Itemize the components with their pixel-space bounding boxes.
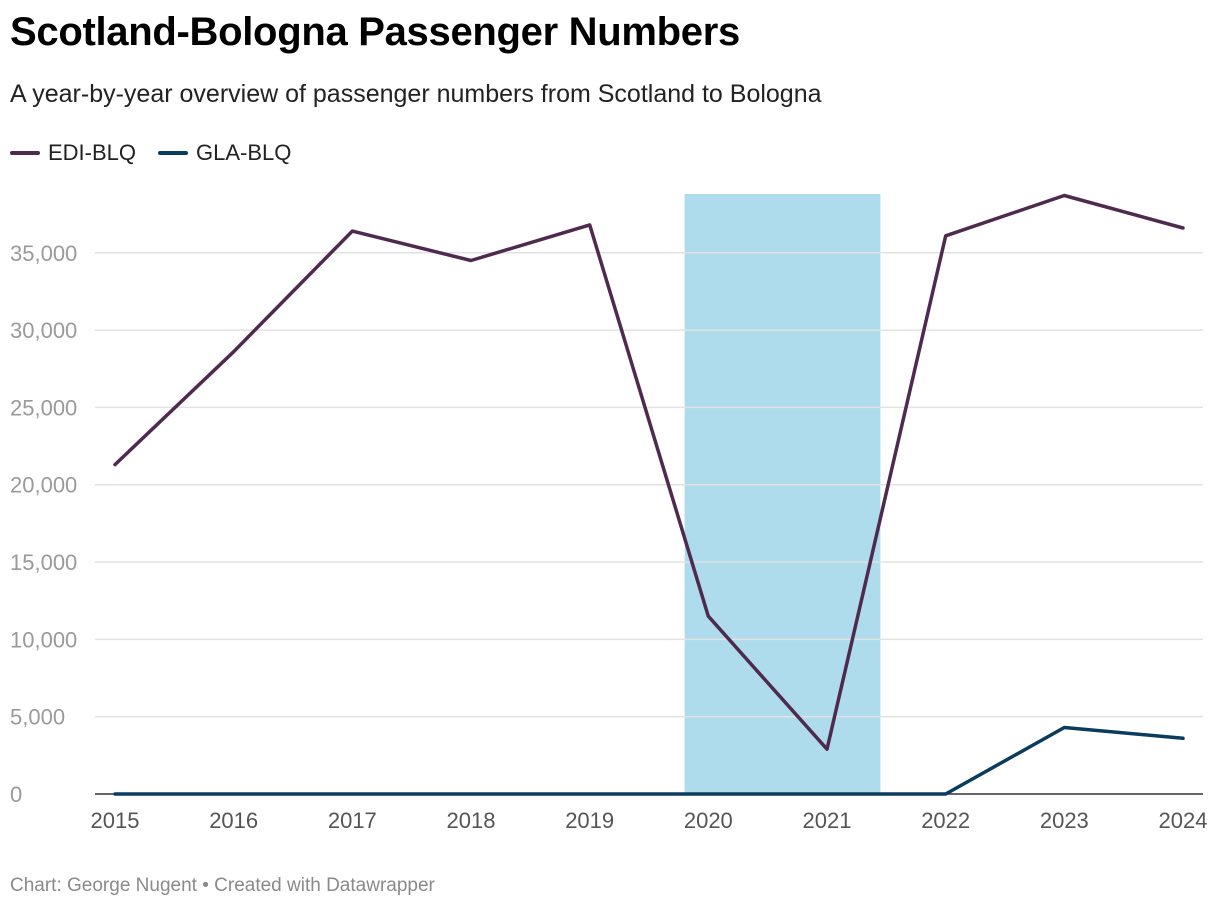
legend-label-gla-blq: GLA-BLQ [196,140,292,165]
legend-item-edi-blq: EDI-BLQ [10,140,136,166]
series-line-gla-blq [113,725,1185,796]
chart-footer: Chart: George Nugent • Created with Data… [10,875,435,896]
legend: EDI-BLQ GLA-BLQ [10,140,313,166]
y-tick-label: 10,000 [10,627,77,652]
legend-swatch-gla-blq [158,151,189,155]
x-tick-label: 2016 [209,808,258,833]
x-tick-label: 2017 [328,808,377,833]
y-tick-label: 25,000 [10,395,77,420]
x-tick-label: 2021 [803,808,852,833]
x-tick-label: 2015 [91,808,140,833]
chart-subtitle: A year-by-year overview of passenger num… [10,80,822,108]
legend-item-gla-blq: GLA-BLQ [158,140,291,166]
y-tick-label: 0 [10,782,22,807]
y-tick-label: 35,000 [10,241,77,266]
line-chart: 0 5,000 10,000 15,000 20,000 25,000 30,000 35,0… [10,193,1208,833]
y-tick-label: 30,000 [10,318,77,343]
x-tick-label: 2019 [565,808,614,833]
x-tick-label: 2018 [447,808,496,833]
series-line-edi-blq [113,193,1185,751]
x-tick-label: 2024 [1159,808,1208,833]
x-tick-label: 2023 [1040,808,1089,833]
highlight-band [684,194,881,794]
y-tick-label: 5,000 [10,705,65,730]
x-tick-label: 2020 [684,808,733,833]
chart-title: Scotland-Bologna Passenger Numbers [10,10,740,54]
legend-label-edi-blq: EDI-BLQ [48,140,137,165]
y-tick-label: 15,000 [10,550,77,575]
legend-swatch-edi-blq [10,151,40,155]
y-tick-label: 20,000 [10,473,77,498]
x-tick-label: 2022 [921,808,970,833]
